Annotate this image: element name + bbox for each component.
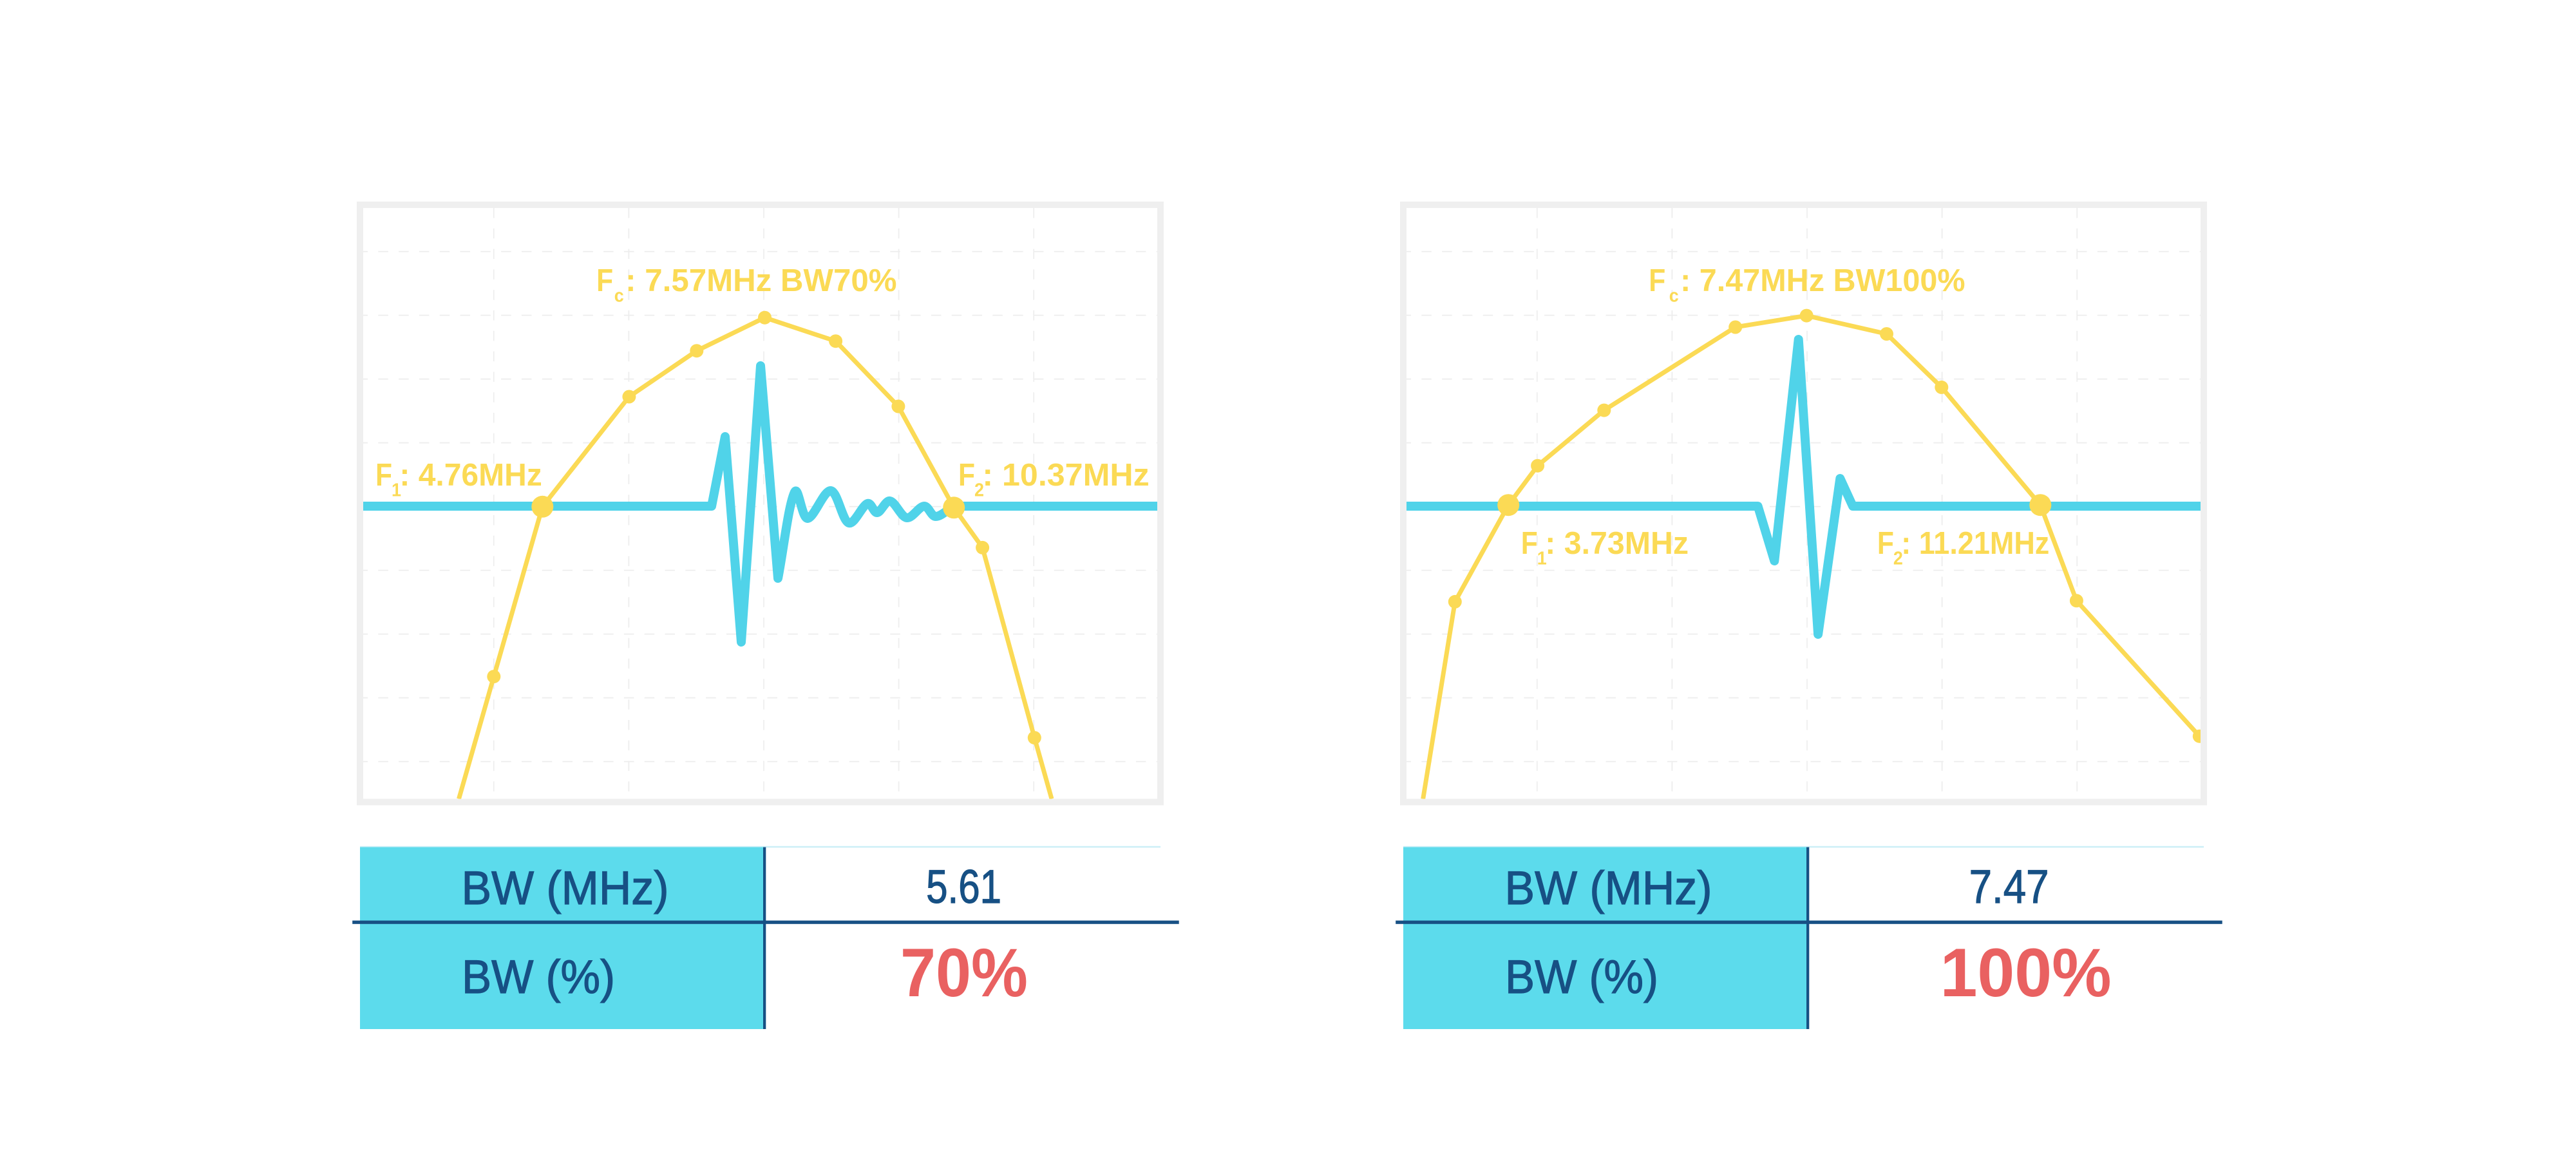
svg-text:F: F xyxy=(1521,526,1538,561)
svg-text:: 7.57MHz BW70%: : 7.57MHz BW70% xyxy=(625,263,896,298)
svg-text:70%: 70% xyxy=(900,934,1028,1011)
svg-text:2: 2 xyxy=(974,480,984,501)
svg-text:F: F xyxy=(1877,526,1894,561)
svg-text:BW (MHz): BW (MHz) xyxy=(1505,862,1712,914)
svg-text:F: F xyxy=(1649,263,1665,298)
svg-text:: 10.37MHz: : 10.37MHz xyxy=(982,458,1149,493)
svg-text:BW (MHz): BW (MHz) xyxy=(462,862,669,914)
svg-text:F: F xyxy=(375,458,392,493)
svg-text:c: c xyxy=(614,285,624,306)
svg-text:: 11.21MHz: : 11.21MHz xyxy=(1901,526,2049,561)
svg-text:1: 1 xyxy=(392,480,401,501)
svg-text:BW (%): BW (%) xyxy=(1505,951,1658,1003)
svg-text:: 7.47MHz BW100%: : 7.47MHz BW100% xyxy=(1680,263,1965,298)
svg-text:F: F xyxy=(596,263,613,298)
svg-text:: 3.73MHz: : 3.73MHz xyxy=(1545,526,1689,561)
svg-text:F: F xyxy=(958,458,975,493)
svg-text:1: 1 xyxy=(1537,549,1547,569)
svg-text:c: c xyxy=(1669,285,1679,306)
svg-text:100%: 100% xyxy=(1940,934,2112,1011)
svg-text:7.47: 7.47 xyxy=(1969,861,2049,913)
svg-text:5.61: 5.61 xyxy=(926,861,1001,913)
svg-text:BW (%): BW (%) xyxy=(462,951,615,1003)
svg-text:: 4.76MHz: : 4.76MHz xyxy=(399,458,542,493)
svg-text:2: 2 xyxy=(1893,549,1903,569)
